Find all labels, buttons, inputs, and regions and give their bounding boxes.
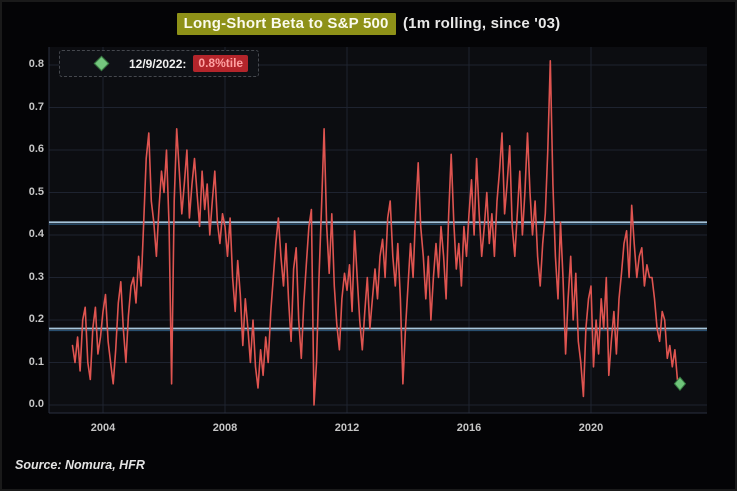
x-axis-label: 2004 — [90, 422, 116, 434]
legend-date-label: 12/9/2022: — [129, 56, 187, 71]
green-diamond-icon — [93, 55, 110, 72]
legend-box: 12/9/2022: 0.8%tile — [59, 50, 260, 77]
chart-title-highlight: Long-Short Beta to S&P 500 — [176, 13, 396, 35]
y-axis-label: 0.7 — [28, 100, 44, 113]
y-axis-label: 0.8 — [28, 58, 44, 70]
x-axis-label: 2016 — [456, 422, 482, 434]
x-axis-label: 2012 — [334, 422, 360, 434]
y-axis-label: 0.1 — [28, 355, 44, 368]
y-axis-label: 0.5 — [28, 185, 44, 198]
y-axis-label: 0.3 — [28, 270, 44, 283]
y-axis-label: 0.0 — [28, 398, 44, 410]
x-axis-label: 2020 — [578, 422, 604, 434]
source-attribution: Source: Nomura, HFR — [15, 458, 145, 472]
latest-point-diamond-marker — [673, 376, 687, 392]
chart-title: Long-Short Beta to S&P 500 (1m rolling, … — [2, 13, 735, 35]
x-axis-label: 2008 — [212, 422, 238, 434]
legend-percentile-badge: 0.8%tile — [193, 55, 249, 72]
y-axis-label: 0.2 — [28, 313, 44, 325]
y-axis-label: 0.4 — [28, 228, 44, 240]
y-axis-label: 0.6 — [28, 143, 44, 155]
beta-series-line — [71, 59, 681, 406]
chart-title-suffix: (1m rolling, since '03) — [402, 15, 561, 32]
